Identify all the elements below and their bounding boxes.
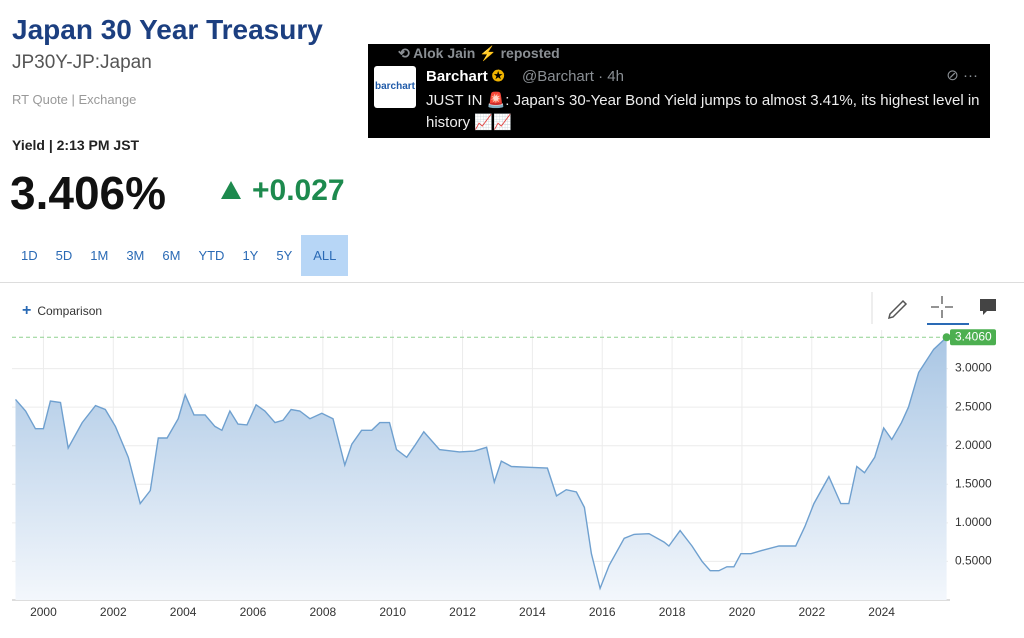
range-bar: 1D 5D 1M 3M 6M YTD 1Y 5Y ALL [12, 235, 349, 276]
x-tick-label: 2024 [868, 605, 895, 619]
range-button[interactable]: 1D [21, 248, 38, 263]
separator [0, 282, 1024, 283]
range-button[interactable]: 3M [126, 248, 145, 263]
repost-line: ⟲ Alok Jain ⚡ reposted [398, 45, 560, 61]
line [14, 336, 948, 591]
yield-time: Yield | 2:13 PM JST [12, 137, 140, 153]
x-tick-label: 2002 [100, 605, 127, 619]
range-button[interactable]: 6M [162, 248, 181, 263]
quote-type: RT Quote | Exchange [12, 92, 137, 107]
crosshair-icon[interactable] [931, 296, 953, 318]
comparison[interactable]: + Comparison [22, 302, 103, 319]
x-tick-label: 2006 [240, 605, 267, 619]
range-button[interactable]: ALL [301, 235, 349, 276]
last-point [942, 333, 951, 342]
comparison-label: Comparison [37, 304, 103, 318]
y-tick-label: 2.0000 [955, 438, 992, 452]
x-tick-label: 2010 [379, 605, 406, 619]
tweet-text: JUST IN 🚨: Japan's 30-Year Bond Yield ju… [426, 92, 980, 131]
range-button[interactable]: 5D [55, 248, 73, 263]
more-icon[interactable]: ⊘ ··· [946, 67, 978, 84]
symbol: JP30Y-JP:Japan [12, 52, 152, 73]
y-tick-label: 1.0000 [955, 515, 992, 529]
title: Japan 30 Year Treasury [12, 14, 323, 45]
range-button[interactable]: 1M [90, 248, 109, 263]
x-tick-label: 2016 [589, 605, 616, 619]
range-button[interactable]: YTD [198, 248, 225, 263]
author-name: Barchart ✪ [426, 67, 504, 85]
author: Barchart [426, 68, 488, 85]
x-tick-label: 2020 [729, 605, 756, 619]
value-label-badge [950, 329, 996, 346]
comment-icon[interactable] [980, 299, 996, 315]
area [15, 337, 947, 600]
avatar: barchart [374, 66, 416, 108]
x-tick-label: 2004 [170, 605, 197, 619]
x-tick-label: 2012 [449, 605, 476, 619]
price: 3.406% [10, 167, 167, 219]
tweet: ⟲ Alok Jain ⚡ reposted barchart Barchart… [368, 44, 990, 138]
up-arrow [221, 181, 241, 199]
y-tick-label: 0.5000 [955, 554, 992, 568]
x-tick-label: 2014 [519, 605, 546, 619]
x-tick-label: 2008 [309, 605, 336, 619]
value-label: 3.4060 [955, 329, 992, 343]
change: +0.027 [252, 174, 345, 207]
pencil-icon[interactable] [887, 299, 908, 320]
y-tick-label: 3.0000 [955, 361, 992, 375]
active-underline [927, 323, 969, 325]
reposted: reposted [500, 45, 560, 61]
y-tick-label: 2.5000 [955, 399, 992, 413]
range-button[interactable]: 1Y [242, 248, 259, 263]
x-tick-label: 2000 [30, 605, 57, 619]
y-tick-label: 1.5000 [955, 476, 992, 490]
x-tick-label: 2018 [659, 605, 686, 619]
x-tick-label: 2022 [798, 605, 825, 619]
toolbar [871, 292, 996, 325]
verified-badge: ✪ [491, 68, 505, 85]
reposter: Alok Jain [413, 45, 476, 61]
handle: @Barchart · 4h [522, 68, 624, 85]
range-button[interactable]: 5Y [276, 248, 293, 263]
